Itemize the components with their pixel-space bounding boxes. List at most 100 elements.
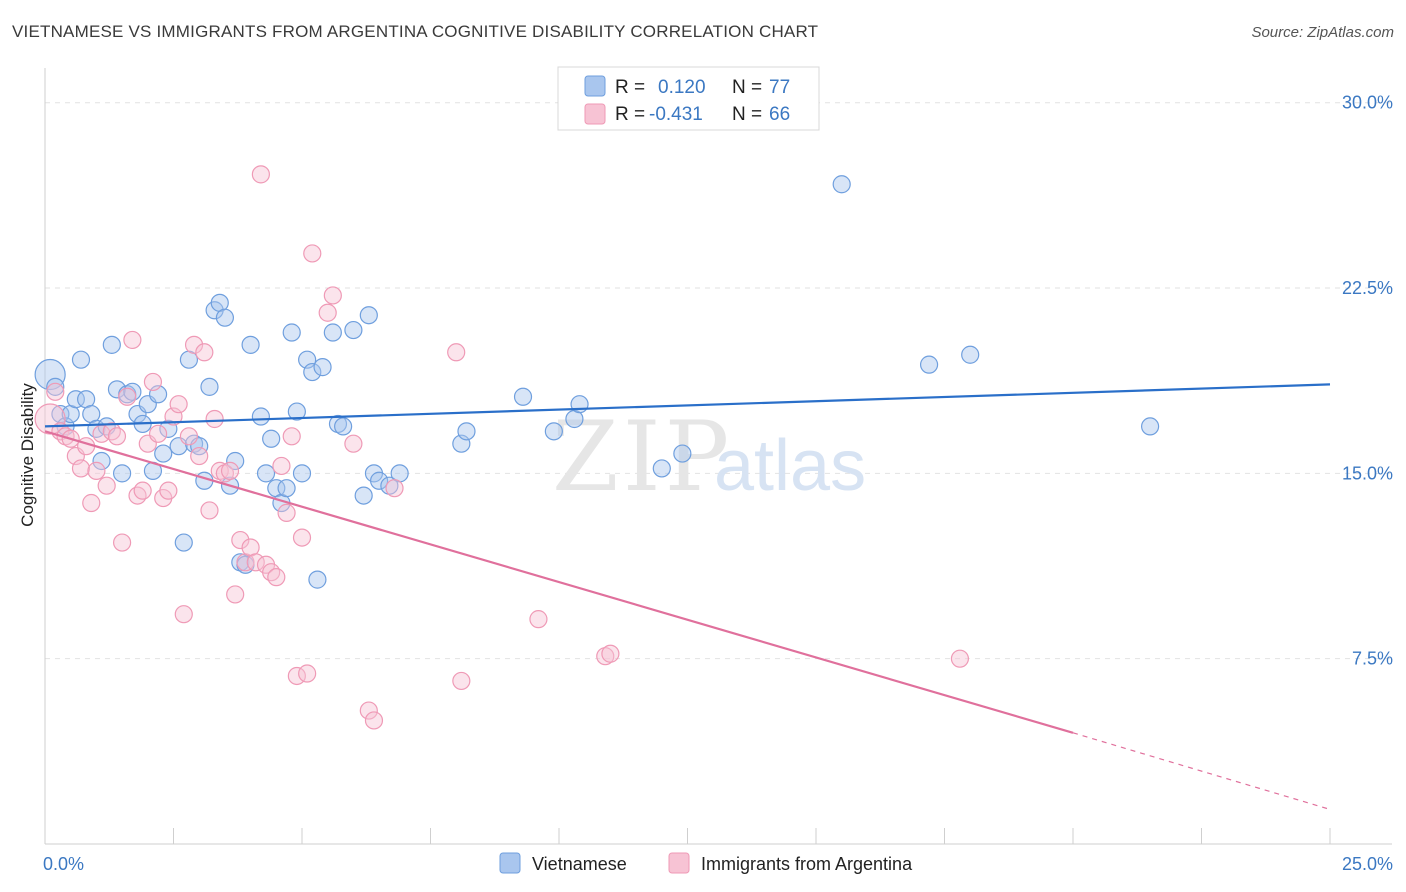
argentina-point [118,387,137,406]
axes [44,68,1392,845]
argentina-point [205,409,224,429]
y-tick-label: 7.5% [1352,649,1393,669]
argentina-point [452,671,471,691]
argentina-point [601,644,620,663]
argentina-point [277,503,296,522]
watermark-atlas: atlas [714,426,866,506]
argentina-point [200,501,219,520]
vietnamese-point [359,306,378,325]
legend-n-value: 77 [769,77,790,98]
vietnamese-point [323,323,342,342]
vietnamese-point [1140,417,1160,436]
argentina-point [169,395,188,414]
argentina-point [364,711,384,730]
y-axis-label: Cognitive Disability [18,383,37,527]
argentina-trend-extension [1072,732,1331,810]
argentina-point [195,343,214,362]
vietnamese-point [287,402,306,421]
argentina-point [318,303,337,322]
argentina-point [82,493,101,513]
vietnamese-point [102,335,121,354]
argentina-point [262,563,281,582]
vietnamese-point [282,323,301,342]
vietnamese-point [92,451,111,471]
y-tick-label: 30.0% [1342,93,1393,113]
legend-r-label: R = [615,104,645,125]
legend-r-value: -0.431 [649,104,703,125]
watermark: ZIP atlas [552,401,866,513]
vietnamese-point [256,464,276,483]
vietnamese-point [961,345,980,364]
vietnamese-point [71,350,91,369]
argentina-point [359,701,378,720]
legend-n-label: N = [732,104,762,125]
vietnamese-point [174,533,193,552]
source-credit: Source: ZipAtlas.com [1251,24,1394,41]
bottom-legend-swatch-argentina [668,852,690,874]
bottom-legend-swatch-vietnamese [499,852,521,874]
vietnamese-point [832,175,851,194]
argentina-point [190,446,209,466]
argentina-point [71,459,91,478]
vietnamese-point [354,486,373,505]
argentina-trend-line [44,430,1074,734]
gridlines [45,102,1392,660]
argentina-point [226,585,245,604]
vietnamese-point [308,570,327,589]
argentina-point [344,434,363,453]
argentina-point [179,427,199,446]
argentina-point [231,530,250,550]
x-tick-labels: 0.0% 25.0% [43,854,1393,874]
argentina-point [46,382,65,401]
vietnamese-point [652,459,671,478]
argentina-point [143,372,163,392]
trend-lines [44,383,1331,810]
argentina-point [323,286,342,305]
vietnamese-point [34,358,66,391]
vietnamese-point [457,422,476,441]
vietnamese-point [292,464,312,483]
argentina-point [87,461,106,480]
legend-swatch-vietnamese [584,75,606,97]
vietnamese-point [107,380,127,399]
vietnamese-point [262,429,281,448]
argentina-point [220,461,240,480]
vietnamese-point [344,320,363,340]
argentina-point [447,343,466,362]
vietnamese-point [112,464,132,483]
watermark-zip: ZIP [552,401,733,513]
argentina-point [251,165,270,184]
legend-r-label: R = [615,77,645,98]
correlation-legend: R = 0.120 N = 77 R = -0.431 N = 66 [557,66,820,131]
vietnamese-point [154,444,173,463]
vietnamese-point [370,471,389,490]
vietnamese-trend-line [44,383,1331,428]
argentina-point [292,528,312,547]
argentina-point [303,244,322,263]
series-legend: Vietnamese Immigrants from Argentina [499,852,913,874]
legend-r-value: 0.120 [658,77,706,98]
legend-n-label: N = [732,77,762,98]
legend-swatch-argentina [584,103,606,125]
legend-n-value: 66 [769,104,790,125]
vietnamese-point [226,451,245,471]
x-tick-label: 0.0% [43,854,84,874]
vietnamese-point [919,355,939,374]
argentina-point [128,486,147,505]
vietnamese-point [215,308,234,327]
argentina-point [148,424,168,443]
argentina-point [282,427,301,446]
argentina-point [529,610,548,629]
argentina-point [267,568,286,587]
argentina-point [385,479,404,498]
y-tick-labels: 7.5% 15.0% 22.5% 30.0% [1342,93,1393,669]
argentina-point [298,664,317,683]
argentina-point [272,456,291,476]
argentina-point [107,427,127,446]
argentina-point [97,476,116,495]
vietnamese-point [303,362,322,382]
argentina-point [159,481,178,500]
argentina-point [123,330,142,350]
vietnamese-point [46,377,65,396]
y-tick-label: 22.5% [1342,278,1393,298]
